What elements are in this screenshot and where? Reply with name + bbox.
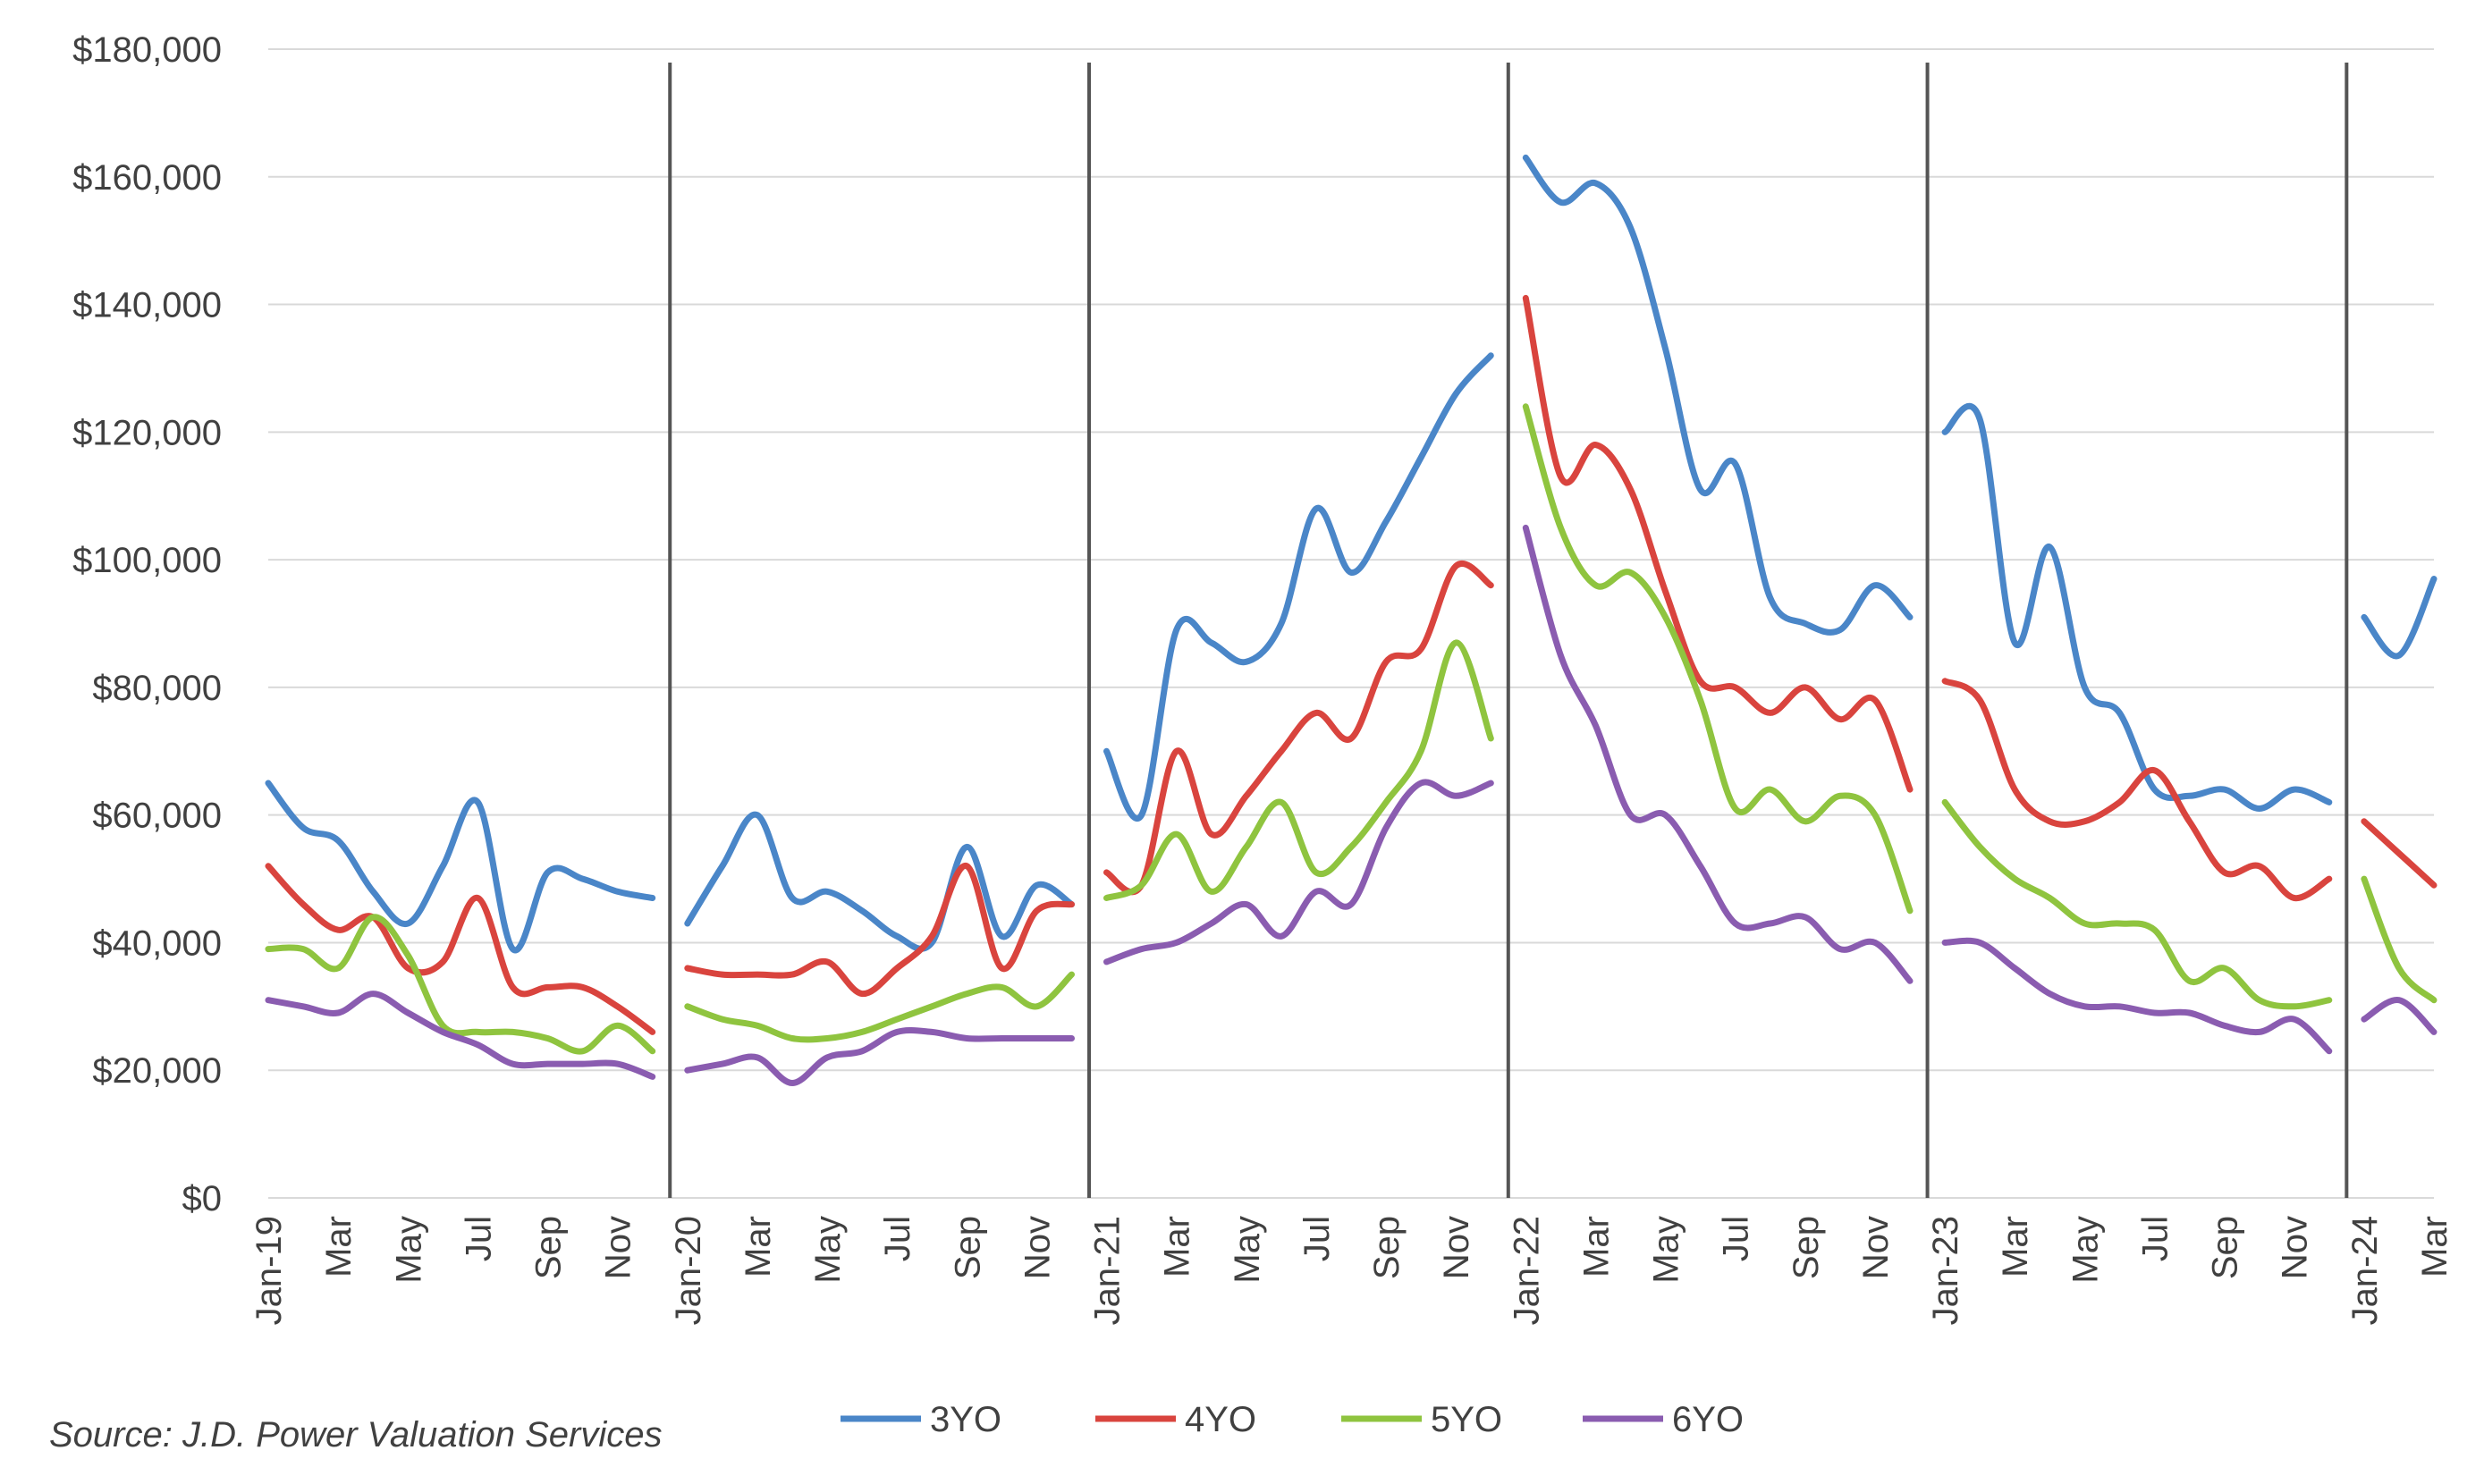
series-3yo <box>265 154 2438 954</box>
x-tick-label: Mar <box>739 1216 778 1277</box>
gridlines <box>268 48 2434 1199</box>
y-tick-label: $0 <box>182 1179 223 1218</box>
y-tick-label: $140,000 <box>72 286 222 325</box>
series-line-4yo <box>265 863 656 1035</box>
series-line-3yo <box>265 780 656 954</box>
x-tick-label: Sep <box>1367 1216 1407 1279</box>
x-tick-label: Mar <box>1996 1216 2035 1277</box>
x-tick-label: Jul <box>459 1216 498 1261</box>
y-tick-label: $180,000 <box>72 30 222 70</box>
y-tick-label: $100,000 <box>72 541 222 580</box>
x-tick-label: Sep <box>1787 1216 1826 1279</box>
series-line-5yo <box>684 971 1075 1043</box>
legend-label-5yo: 5YO <box>1431 1400 1502 1439</box>
legend-label-3yo: 3YO <box>930 1400 1001 1439</box>
series-line-3yo <box>684 811 1075 952</box>
series-line-4yo <box>2361 818 2438 889</box>
x-tick-label: Nov <box>1018 1216 1057 1279</box>
y-tick-label: $160,000 <box>72 158 222 198</box>
x-tick-label: Jul <box>878 1216 917 1261</box>
series-line-5yo <box>1941 798 2333 1010</box>
series-line-6yo <box>1103 779 1494 965</box>
x-tick-label: Jan-23 <box>1926 1216 1965 1325</box>
series-line-4yo <box>1103 561 1494 896</box>
x-tick-label: Sep <box>2206 1216 2245 1279</box>
x-tick-label: Jul <box>1297 1216 1337 1261</box>
x-axis-ticks: Jan-19 Mar May Jul Sep Nov Jan-20 Mar May Jul Sep N… <box>249 1216 2454 1325</box>
y-tick-label: $120,000 <box>72 413 222 452</box>
x-tick-label: Nov <box>1856 1216 1896 1279</box>
year-dividers <box>668 63 2349 1198</box>
series-6yo <box>265 524 2438 1086</box>
x-tick-label: Jan-20 <box>669 1216 708 1325</box>
x-tick-label: Jul <box>1717 1216 1756 1261</box>
legend: 3YO 4YO 5YO 6YO <box>841 1400 1744 1439</box>
series-line-6yo <box>1941 937 2333 1055</box>
x-tick-label: May <box>2066 1216 2105 1284</box>
series-line-4yo <box>684 863 1075 998</box>
y-axis-ticks: $0 $20,000 $40,000 $60,000 $80,000 $100,000 $1… <box>72 30 222 1218</box>
y-tick-label: $60,000 <box>92 797 222 836</box>
series-line-5yo <box>2361 875 2438 1004</box>
series-line-6yo <box>265 991 656 1080</box>
series-5yo <box>265 403 2438 1055</box>
source-note: Source: J.D. Power Valuation Services <box>49 1415 663 1454</box>
series-line-3yo <box>1522 154 1914 636</box>
x-tick-label: Jul <box>2135 1216 2175 1261</box>
x-tick-label: Sep <box>529 1216 569 1279</box>
series-line-5yo <box>265 914 656 1055</box>
series-line-5yo <box>1103 639 1494 901</box>
legend-label-6yo: 6YO <box>1672 1400 1744 1439</box>
x-tick-label: May <box>808 1216 848 1284</box>
x-tick-label: Nov <box>2276 1216 2315 1279</box>
x-tick-label: Nov <box>1437 1216 1476 1279</box>
series-line-6yo <box>684 1027 1075 1086</box>
x-tick-label: Jan-19 <box>249 1216 289 1325</box>
x-tick-label: Mar <box>1158 1216 1197 1277</box>
x-tick-label: May <box>1647 1216 1686 1284</box>
y-tick-label: $40,000 <box>92 923 222 963</box>
x-tick-label: Mar <box>1576 1216 1616 1277</box>
series-line-3yo <box>1941 402 2333 812</box>
y-tick-label: $20,000 <box>92 1051 222 1091</box>
series-line-6yo <box>2361 997 2438 1035</box>
x-tick-label: Nov <box>599 1216 638 1279</box>
x-tick-label: Jan-22 <box>1507 1216 1546 1325</box>
series-line-4yo <box>1522 294 1914 793</box>
x-tick-label: Sep <box>948 1216 987 1279</box>
series-line-4yo <box>1941 678 2333 902</box>
series-line-3yo <box>1103 352 1494 822</box>
y-tick-label: $80,000 <box>92 669 222 708</box>
series-line-6yo <box>1522 524 1914 984</box>
x-tick-label: Mar <box>2415 1216 2454 1277</box>
x-tick-label: May <box>1228 1216 1267 1284</box>
series-4yo <box>265 294 2438 1035</box>
series-line-3yo <box>2361 576 2438 660</box>
x-tick-label: Mar <box>319 1216 359 1277</box>
series-line-5yo <box>1522 403 1914 915</box>
series-lines <box>265 154 2438 1086</box>
legend-label-4yo: 4YO <box>1185 1400 1256 1439</box>
x-tick-label: May <box>389 1216 428 1284</box>
x-tick-label: Jan-21 <box>1088 1216 1128 1325</box>
x-tick-label: Jan-24 <box>2345 1216 2385 1325</box>
